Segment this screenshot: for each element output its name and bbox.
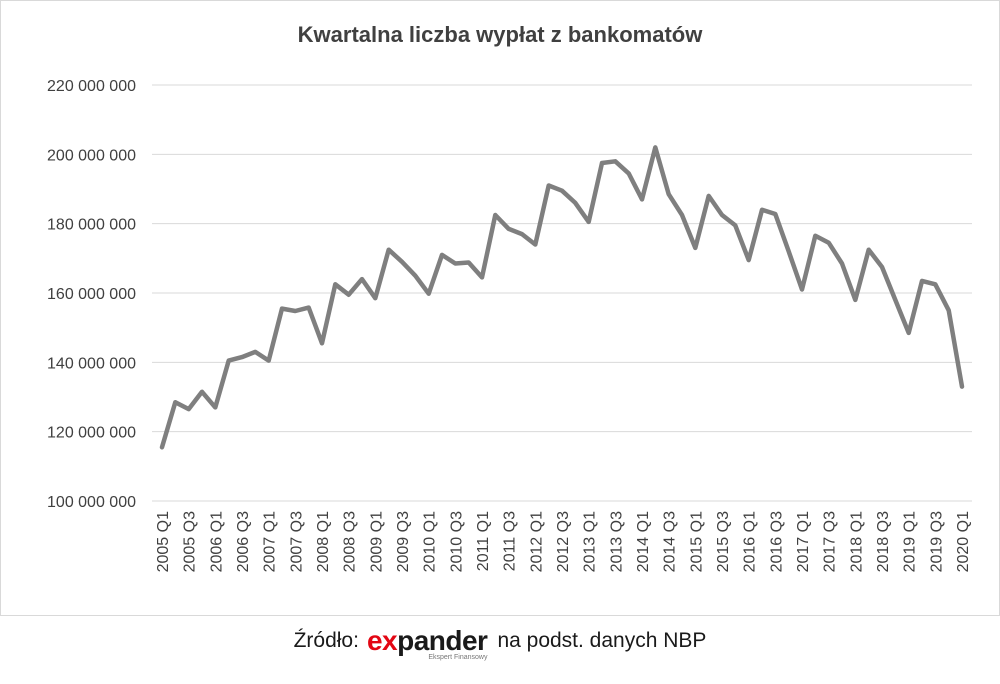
logo-tagline: Ekspert Finansowy bbox=[428, 654, 488, 661]
x-tick-label: 2020 Q1 bbox=[955, 511, 972, 572]
logo-rest: pander bbox=[397, 625, 488, 656]
x-tick-label: 2010 Q3 bbox=[448, 511, 465, 572]
x-tick-label: 2016 Q1 bbox=[742, 511, 759, 572]
x-tick-label: 2017 Q1 bbox=[795, 511, 812, 572]
x-tick-label: 2013 Q1 bbox=[582, 511, 599, 572]
x-tick-label: 2014 Q3 bbox=[662, 511, 679, 572]
x-tick-label: 2015 Q3 bbox=[715, 511, 732, 572]
logo-mark: x bbox=[382, 625, 398, 656]
y-tick-label: 160 000 000 bbox=[47, 286, 136, 303]
x-axis-ticks: 2005 Q1 2005 Q3 2006 Q1 2006 Q3 2007 Q1 2007 … bbox=[155, 511, 972, 572]
x-tick-label: 2012 Q1 bbox=[528, 511, 545, 572]
x-tick-label: 2007 Q1 bbox=[262, 511, 279, 572]
source-suffix: na podst. danych NBP bbox=[497, 629, 707, 652]
x-tick-label: 2008 Q3 bbox=[342, 511, 359, 572]
series-layer bbox=[159, 145, 965, 450]
x-tick-label: 2017 Q3 bbox=[822, 511, 839, 572]
y-tick-label: 180 000 000 bbox=[47, 217, 136, 234]
source-prefix: Źródło: bbox=[293, 629, 359, 652]
line-chart: 100 000 000 120 000 000 140 000 000 160 000… bbox=[47, 78, 972, 572]
x-tick-label: 2011 Q3 bbox=[502, 511, 519, 571]
x-tick-label: 2009 Q1 bbox=[368, 511, 385, 572]
x-tick-label: 2019 Q1 bbox=[902, 511, 919, 572]
x-tick-label: 2010 Q1 bbox=[422, 511, 439, 572]
grid-lines bbox=[152, 84, 972, 502]
series-line bbox=[159, 145, 965, 450]
y-tick-label: 200 000 000 bbox=[47, 147, 136, 164]
x-tick-label: 2011 Q1 bbox=[475, 511, 492, 571]
y-tick-label: 220 000 000 bbox=[47, 78, 136, 95]
chart-title: Kwartalna liczba wypłat z bankomatów bbox=[297, 22, 703, 47]
x-tick-label: 2007 Q3 bbox=[288, 511, 305, 572]
x-tick-label: 2009 Q3 bbox=[395, 511, 412, 572]
x-tick-label: 2006 Q3 bbox=[235, 511, 252, 572]
source-note: Źródło: expander Ekspert Finansowy na po… bbox=[0, 626, 1000, 662]
logo-accent: e bbox=[366, 625, 383, 656]
x-tick-label: 2013 Q3 bbox=[608, 511, 625, 572]
x-tick-label: 2006 Q1 bbox=[208, 511, 225, 572]
y-tick-label: 100 000 000 bbox=[47, 494, 136, 511]
x-tick-label: 2015 Q1 bbox=[688, 511, 705, 572]
y-tick-label: 140 000 000 bbox=[47, 355, 136, 372]
x-tick-label: 2018 Q1 bbox=[848, 511, 865, 572]
chart-frame bbox=[0, 0, 1000, 616]
x-tick-label: 2014 Q1 bbox=[635, 511, 652, 572]
x-tick-label: 2008 Q1 bbox=[315, 511, 332, 572]
x-tick-label: 2005 Q1 bbox=[155, 511, 172, 572]
x-tick-label: 2018 Q3 bbox=[875, 511, 892, 572]
y-tick-label: 120 000 000 bbox=[47, 425, 136, 442]
y-axis-ticks: 100 000 000 120 000 000 140 000 000 160 000… bbox=[47, 78, 136, 511]
x-tick-label: 2016 Q3 bbox=[768, 511, 785, 572]
expander-logo: expander Ekspert Finansowy bbox=[367, 626, 488, 662]
x-tick-label: 2019 Q3 bbox=[928, 511, 945, 572]
x-tick-label: 2005 Q3 bbox=[182, 511, 199, 572]
x-tick-label: 2012 Q3 bbox=[555, 511, 572, 572]
